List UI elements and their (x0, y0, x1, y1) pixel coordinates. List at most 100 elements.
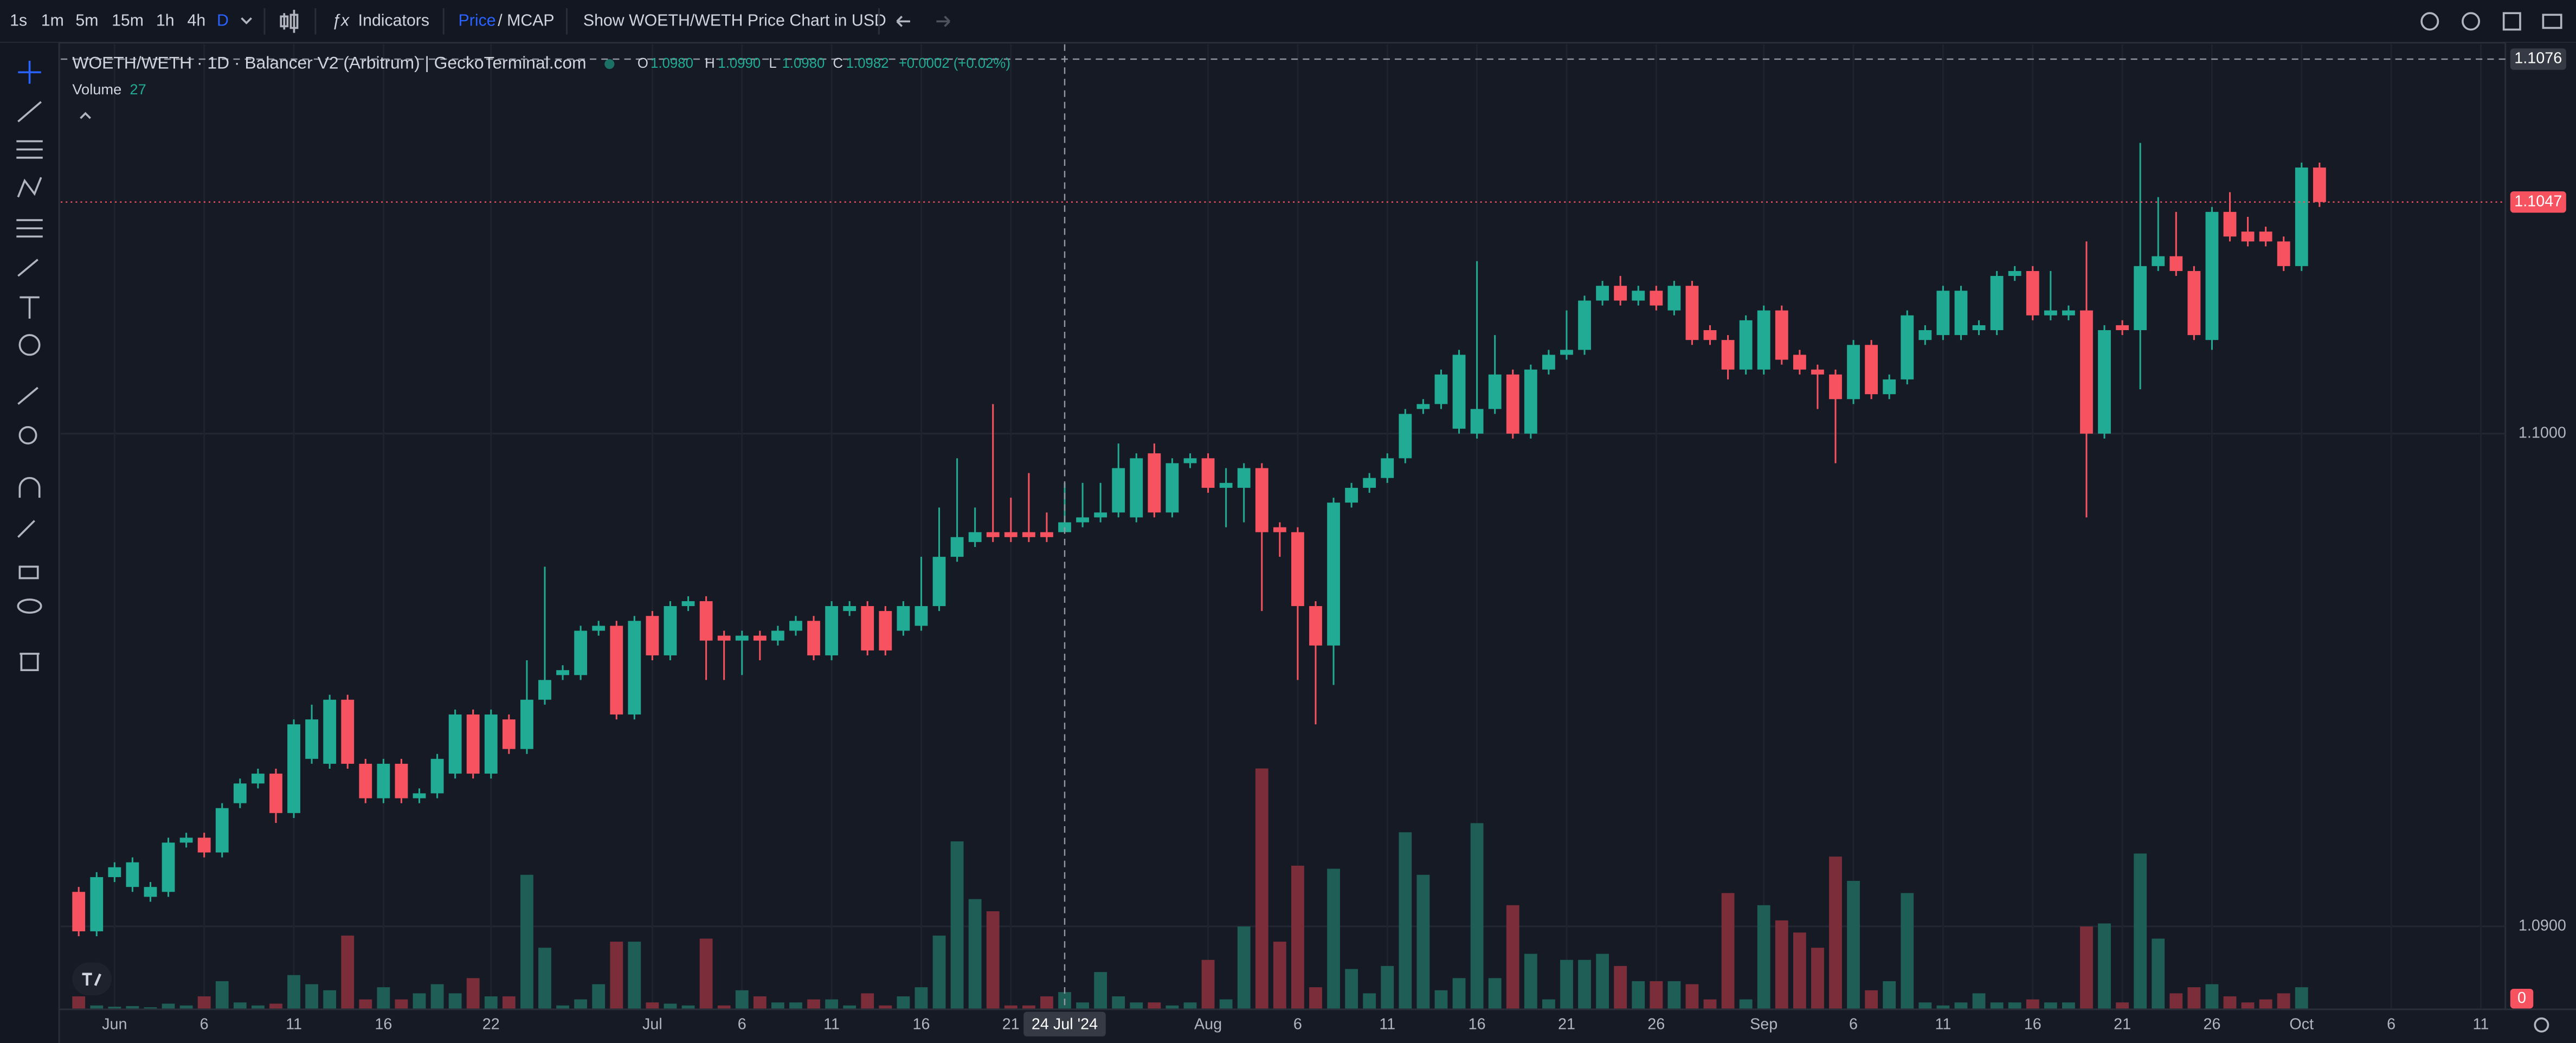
pattern-tool[interactable] (17, 177, 42, 198)
candle-body (430, 758, 444, 794)
volume-bar (2026, 999, 2039, 1009)
volume-bar (2134, 853, 2147, 1009)
volume-bar (1399, 832, 1412, 1009)
x-tick-label: 11 (823, 1015, 840, 1033)
fib-tool[interactable] (16, 140, 43, 159)
candle-body (717, 635, 731, 641)
candle-body (1954, 291, 1968, 336)
volume-bar (1237, 926, 1251, 1009)
interval-active[interactable]: D (217, 11, 229, 29)
zoom-tool[interactable] (18, 426, 37, 445)
forecast-tool[interactable] (16, 219, 43, 238)
volume-bar (1112, 996, 1125, 1009)
candle-body (1452, 355, 1466, 429)
candle-body (1936, 291, 1950, 336)
volume-bar (108, 1007, 121, 1009)
chart-type-icon[interactable] (280, 10, 299, 33)
candle-body (2116, 325, 2129, 331)
visibility-tool[interactable] (17, 598, 42, 614)
price-toggle[interactable]: Price (459, 11, 496, 29)
draw-mode-tool[interactable] (17, 520, 35, 538)
candle-body (574, 630, 588, 675)
candle-body (1650, 291, 1663, 306)
interval[interactable]: 15m (112, 11, 144, 29)
logo-mark (82, 973, 101, 986)
candle-body (269, 774, 282, 813)
candle-body (144, 887, 157, 897)
volume-bar (1148, 1002, 1161, 1009)
candle-body (108, 867, 121, 877)
candle-body (1291, 532, 1304, 607)
dropdown-icon[interactable] (241, 17, 252, 24)
brush-tool[interactable] (17, 259, 38, 277)
volume-bar (126, 1006, 139, 1009)
settings-icon[interactable] (2462, 12, 2481, 31)
y-tick-label: 1.1000 (2519, 424, 2566, 442)
volume-bar (520, 874, 533, 1009)
volume-bar (1847, 880, 1860, 1009)
candle-body (1883, 379, 1896, 395)
volume-bar (2098, 923, 2111, 1009)
crosshair-price-badge (2510, 48, 2566, 70)
undo-icon[interactable] (896, 16, 910, 27)
candle-body (1399, 414, 1412, 459)
candle-body (1130, 458, 1143, 518)
plot: 1.1000 1.0900 Jun 6 11 16 22 Jul 6 11 16 21 Aug 6 11 16… (59, 42, 2576, 1036)
interval[interactable]: 1h (156, 11, 175, 29)
status-dot (604, 59, 615, 69)
candle-body (2169, 256, 2183, 271)
volume-bar (1094, 972, 1107, 1009)
volume-bar (1165, 1005, 1179, 1009)
magnet-tool[interactable] (18, 477, 41, 498)
volume-bar (1255, 768, 1268, 1009)
interval[interactable]: 4h (187, 11, 205, 29)
candle-body (1183, 458, 1197, 463)
settings-button[interactable] (2534, 1017, 2549, 1033)
fullscreen-icon[interactable] (2502, 12, 2521, 31)
volume-bar (215, 981, 229, 1009)
volume-bar (430, 984, 444, 1009)
volume-bar (2205, 984, 2219, 1009)
candle-body (1865, 345, 1878, 395)
fx-icon[interactable]: ƒx (332, 11, 350, 29)
volume-bar (1327, 868, 1340, 1009)
candle-body (287, 724, 300, 813)
text-tool[interactable] (20, 296, 40, 319)
delete-tool[interactable] (20, 653, 40, 672)
x-tick-label: 16 (1469, 1015, 1486, 1033)
volume-bar (610, 942, 623, 1009)
candle-body (753, 635, 767, 641)
x-tick-label: 6 (1849, 1015, 1858, 1033)
volume-bar (1524, 954, 1537, 1009)
ruler-tool[interactable] (17, 387, 38, 405)
volume-bar (1901, 893, 1914, 1009)
volume-bar (1936, 1005, 1950, 1009)
crosshair-tool[interactable] (18, 61, 41, 84)
line-tool[interactable] (17, 101, 42, 123)
lock-tool[interactable] (18, 565, 39, 580)
candle-body (448, 714, 462, 774)
emoji-tool[interactable] (18, 334, 41, 356)
volume-bar (1345, 969, 1358, 1009)
snapshot-icon[interactable] (2542, 14, 2562, 29)
volume-bar (1829, 857, 1842, 1009)
volume-bar (1596, 954, 1609, 1009)
collapse-button[interactable] (80, 112, 91, 119)
interval[interactable]: 1s (10, 11, 27, 29)
candle-body (843, 606, 856, 611)
volume-bar (359, 999, 372, 1009)
volume-bar (807, 999, 820, 1009)
candle-body (1309, 606, 1322, 646)
interval[interactable]: 1m (41, 11, 64, 29)
volume-bar (771, 1002, 784, 1009)
mcap-toggle[interactable]: / MCAP (498, 11, 554, 29)
alert-icon[interactable] (2420, 12, 2439, 31)
candle-body (1094, 512, 1107, 518)
candle-body (610, 626, 623, 715)
interval[interactable]: 5m (75, 11, 98, 29)
candle-body (2152, 256, 2165, 266)
usd-toggle[interactable]: Show WOETH/WETH Price Chart in USD (583, 11, 886, 29)
indicators-button[interactable]: Indicators (358, 11, 429, 29)
volume-bar (448, 993, 462, 1009)
volume-bar (1452, 978, 1466, 1009)
